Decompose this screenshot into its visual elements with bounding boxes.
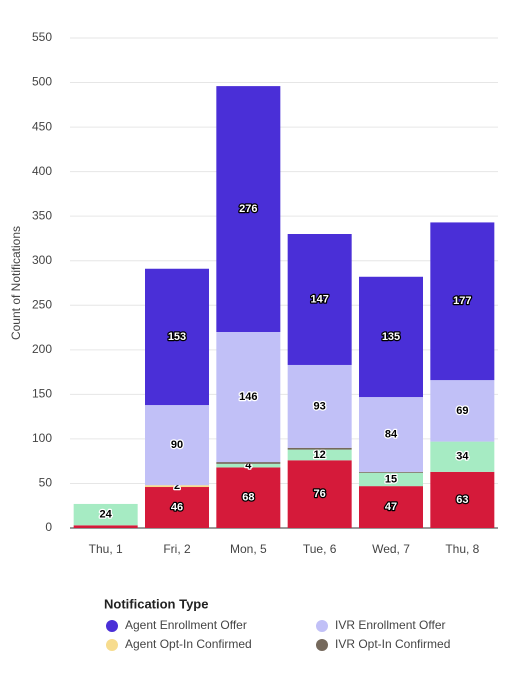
bar-segment: [430, 380, 495, 442]
data-label: 84: [385, 428, 398, 440]
data-label: 2: [174, 480, 180, 492]
data-label: 153: [168, 331, 186, 343]
legend-marker: [316, 639, 328, 651]
data-label: 76: [314, 488, 326, 500]
bar-segment: [287, 460, 352, 528]
bar-segment: [430, 471, 495, 528]
bar-segment: [287, 449, 352, 461]
bar-segment: [216, 86, 281, 332]
bar-segment: [145, 485, 209, 488]
bar-segment: [287, 364, 352, 448]
x-tick-label: Mon, 5: [230, 542, 267, 556]
data-label: 135: [382, 331, 400, 343]
legend-label: Agent Opt-In Confirmed: [125, 637, 252, 651]
data-label: 4: [245, 460, 252, 472]
data-label: 69: [456, 405, 468, 417]
legend-marker: [106, 639, 118, 651]
legend-marker: [106, 620, 118, 632]
y-tick-label: 100: [32, 431, 52, 445]
y-tick-label: 300: [32, 253, 52, 267]
x-tick-label: Thu, 1: [89, 542, 123, 556]
y-tick-label: 350: [32, 208, 52, 222]
bar-segment: [359, 472, 423, 487]
y-tick-label: 450: [32, 119, 52, 133]
bar-segment: [216, 467, 281, 528]
y-tick-label: 0: [45, 520, 52, 534]
legend-label: IVR Opt-In Confirmed: [335, 637, 450, 651]
bar-segment: [216, 332, 281, 463]
bar-segment: [287, 234, 352, 365]
x-tick-label: Thu, 8: [445, 542, 479, 556]
bar-segment: [359, 276, 423, 398]
x-tick-label: Tue, 6: [303, 542, 337, 556]
y-tick-label: 50: [39, 476, 53, 490]
data-label: 177: [453, 295, 471, 307]
data-label: 146: [239, 391, 257, 403]
data-label: 12: [314, 449, 326, 461]
legend-marker: [316, 620, 328, 632]
data-label: 68: [242, 492, 254, 504]
y-tick-label: 400: [32, 164, 52, 178]
data-label: 63: [456, 494, 468, 506]
bar-segment: [430, 222, 495, 381]
y-tick-label: 550: [32, 30, 52, 44]
x-tick-label: Fri, 2: [163, 542, 191, 556]
bar-segment: [145, 487, 209, 528]
y-tick-label: 500: [32, 75, 52, 89]
y-tick-label: 250: [32, 297, 52, 311]
data-label: 90: [171, 439, 183, 451]
bar-segment: [145, 268, 209, 406]
bar-segment: [359, 397, 423, 472]
bar-segment: [73, 503, 138, 526]
bar-segment: [430, 441, 495, 472]
data-label: 34: [456, 451, 469, 463]
data-label: 93: [314, 400, 326, 412]
legend-title: Notification Type: [104, 596, 208, 611]
x-tick-label: Wed, 7: [372, 542, 410, 556]
bar-segment: [216, 463, 281, 468]
legend-label: Agent Enrollment Offer: [125, 618, 247, 632]
data-label: 147: [310, 293, 328, 305]
bar-segment: [359, 471, 423, 473]
legend-label: IVR Enrollment Offer: [335, 618, 445, 632]
bar-segment: [287, 447, 352, 450]
bar-segment: [216, 462, 281, 464]
data-label: 47: [385, 501, 397, 513]
data-label: 46: [171, 501, 183, 513]
bar-segment: [73, 525, 138, 528]
y-tick-label: 200: [32, 342, 52, 356]
data-label: 276: [239, 203, 257, 215]
bar-segment: [359, 486, 423, 528]
bar-segment: [145, 405, 209, 486]
y-axis-label: Count of Notifications: [9, 226, 23, 340]
y-tick-label: 150: [32, 387, 52, 401]
data-label: 15: [385, 473, 397, 485]
data-label: 24: [100, 509, 113, 521]
